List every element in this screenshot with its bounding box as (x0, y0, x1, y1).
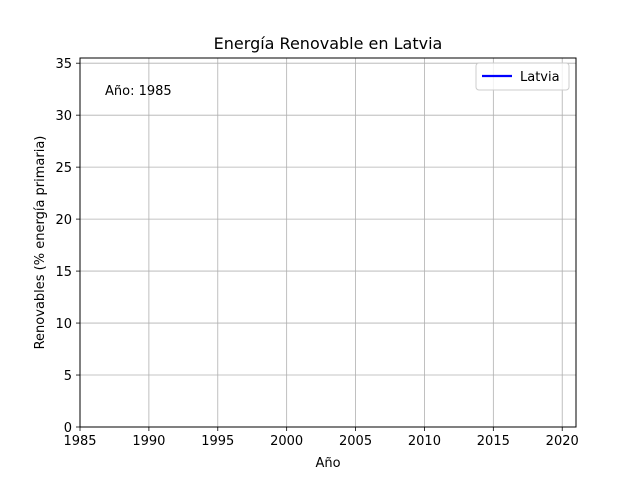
x-tick-label: 1985 (63, 434, 96, 449)
y-tick-label: 25 (55, 161, 72, 176)
x-tick-label: 1990 (132, 434, 165, 449)
chart-title: Energía Renovable en Latvia (214, 34, 443, 53)
y-tick-label: 35 (55, 57, 72, 72)
x-tick-label: 2010 (408, 434, 441, 449)
x-tick-label: 2015 (477, 434, 510, 449)
year-annotation: Año: 1985 (105, 84, 172, 99)
y-tick-label: 20 (55, 213, 72, 228)
y-axis-ticks: 0 5 10 15 20 25 30 35 (55, 57, 80, 436)
y-tick-label: 10 (55, 317, 72, 332)
legend-box (475, 62, 570, 91)
x-axis-label: Año (315, 456, 340, 471)
x-tick-label: 2000 (270, 434, 303, 449)
y-tick-label: 30 (55, 109, 72, 124)
x-axis-ticks: 1985 1990 1995 2000 2005 2010 2015 2020 (63, 427, 579, 449)
legend: Latvia (475, 62, 570, 91)
x-tick-label: 2020 (546, 434, 579, 449)
plot-area (80, 58, 576, 427)
y-axis-label: Renovables (% energía primaria) (33, 136, 48, 350)
x-tick-label: 1995 (201, 434, 234, 449)
y-tick-label: 5 (64, 369, 72, 384)
x-tick-label: 2005 (339, 434, 372, 449)
y-tick-label: 0 (64, 421, 72, 436)
plot-frame (79, 57, 577, 428)
y-tick-label: 15 (55, 265, 72, 280)
legend-label-latvia: Latvia (520, 70, 560, 85)
